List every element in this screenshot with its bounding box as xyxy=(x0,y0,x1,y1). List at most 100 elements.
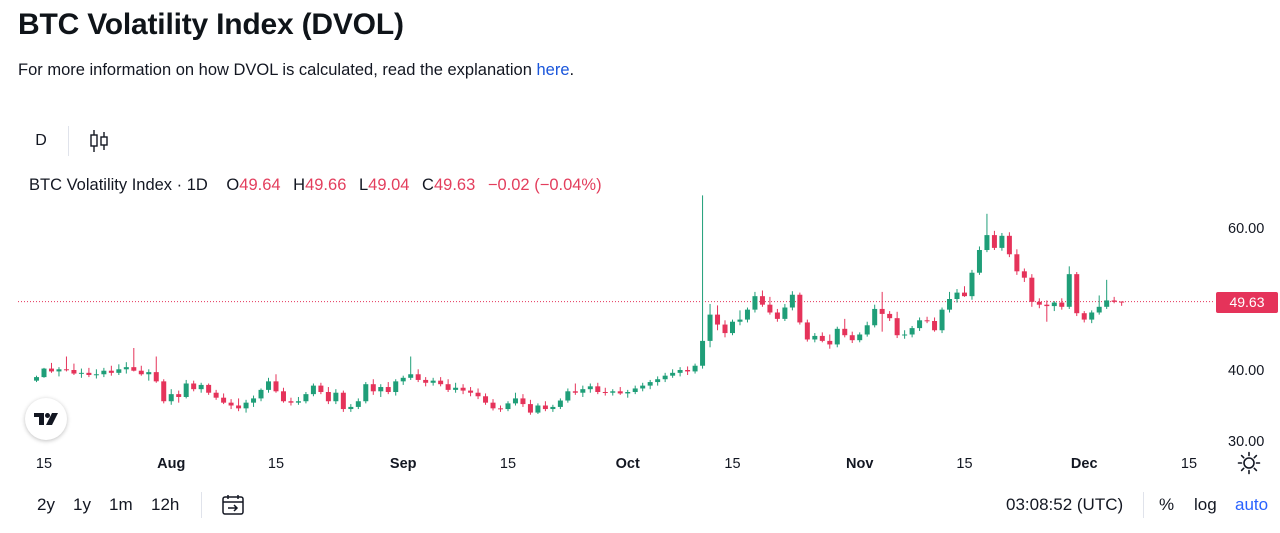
candle-body xyxy=(86,372,92,375)
price-axis[interactable]: 60.00 40.00 30.00 xyxy=(1228,221,1264,450)
range-2y-button[interactable]: 2y xyxy=(37,495,55,514)
candles-icon[interactable] xyxy=(86,126,112,156)
candle xyxy=(243,399,249,413)
candle xyxy=(864,321,870,337)
candle-body xyxy=(415,374,421,380)
candle-body xyxy=(1036,301,1042,305)
candle xyxy=(183,379,189,399)
candle-body xyxy=(468,390,474,393)
candle-body xyxy=(527,404,533,413)
candle-body xyxy=(894,318,900,336)
candle-body xyxy=(610,391,616,393)
log-scale-button[interactable]: log xyxy=(1194,495,1217,514)
candle-body xyxy=(976,250,982,273)
candle-body xyxy=(408,374,414,378)
candle xyxy=(1119,301,1125,306)
candle-body xyxy=(266,381,272,390)
time-axis-label: 15 xyxy=(956,456,972,472)
candle xyxy=(842,318,848,338)
candle-body xyxy=(512,398,518,404)
candle-body xyxy=(685,370,691,372)
candle-body xyxy=(1021,271,1027,278)
candle-body xyxy=(176,394,182,397)
candle xyxy=(505,401,511,412)
candle-body xyxy=(939,309,945,331)
candle-body xyxy=(879,308,885,314)
candle-body xyxy=(729,321,735,334)
candle xyxy=(251,395,257,407)
candle-body xyxy=(737,319,743,322)
price-axis-label: 40.00 xyxy=(1228,363,1264,379)
time-axis-label: Oct xyxy=(616,456,640,472)
candle-body xyxy=(872,308,878,326)
candle xyxy=(1029,274,1035,307)
settings-gear-icon[interactable] xyxy=(1236,450,1262,476)
candle-body xyxy=(842,328,848,336)
candle xyxy=(917,317,923,331)
candle-body xyxy=(700,340,706,366)
candle xyxy=(707,303,713,348)
candle xyxy=(108,365,114,376)
range-1y-button[interactable]: 1y xyxy=(73,495,91,514)
candle xyxy=(595,382,601,395)
candle-body xyxy=(909,328,915,335)
candle-body xyxy=(108,370,114,373)
time-axis-label: Sep xyxy=(390,456,417,472)
candle-body xyxy=(378,387,384,392)
tradingview-logo[interactable] xyxy=(25,398,67,440)
explanation-link[interactable]: here xyxy=(536,61,570,79)
candle xyxy=(153,356,159,383)
candle xyxy=(498,405,504,412)
candle xyxy=(393,379,399,396)
candle-body xyxy=(1074,274,1080,314)
candle-body xyxy=(161,381,167,402)
calendar-goto-icon[interactable] xyxy=(220,492,246,518)
candle xyxy=(744,307,750,323)
range-1m-button[interactable]: 1m xyxy=(109,495,133,514)
candle-body xyxy=(146,372,152,375)
candle-body xyxy=(557,400,563,407)
candle-body xyxy=(288,401,294,403)
candle xyxy=(468,387,474,397)
percent-scale-button[interactable]: % xyxy=(1159,495,1175,514)
candle xyxy=(116,364,122,375)
price-axis-label: 30.00 xyxy=(1228,434,1264,450)
candle-body xyxy=(647,382,653,386)
range-12h-button[interactable]: 12h xyxy=(151,495,180,514)
candle xyxy=(587,383,593,393)
candle-body xyxy=(333,392,339,402)
candle xyxy=(86,367,92,378)
candle xyxy=(602,387,608,396)
candle-body xyxy=(655,379,661,383)
utc-clock[interactable]: 03:08:52 (UTC) xyxy=(1006,495,1124,514)
auto-scale-button[interactable]: auto xyxy=(1235,495,1269,514)
time-axis[interactable]: 15 Aug 15 Sep 15 Oct 15 Nov 15 Dec 15 xyxy=(36,456,1197,472)
candle-body xyxy=(393,381,399,393)
interval-button[interactable]: D xyxy=(35,132,47,149)
candle-body xyxy=(183,383,189,397)
candle xyxy=(512,392,518,406)
candle xyxy=(804,319,810,342)
candle-body xyxy=(303,394,309,402)
candle xyxy=(41,367,47,378)
candle-body xyxy=(804,322,810,340)
candle-body xyxy=(625,392,631,394)
candle-body xyxy=(1014,254,1020,272)
candle-body xyxy=(752,296,758,310)
candle-body xyxy=(34,377,40,381)
page-subtitle: For more information on how DVOL is calc… xyxy=(18,61,574,80)
candle-body xyxy=(572,391,578,393)
candle xyxy=(318,382,324,395)
candle xyxy=(325,387,331,405)
candle-body xyxy=(887,313,893,319)
candle-body xyxy=(864,325,870,335)
candle-body xyxy=(587,386,593,390)
candle-body xyxy=(63,369,69,371)
candle xyxy=(1074,272,1080,317)
candle xyxy=(490,399,496,411)
candle xyxy=(991,230,997,251)
legend-change: −0.02 (−0.04%) xyxy=(487,176,602,194)
legend-close-value: 49.63 xyxy=(433,176,476,194)
candle xyxy=(1036,298,1042,309)
